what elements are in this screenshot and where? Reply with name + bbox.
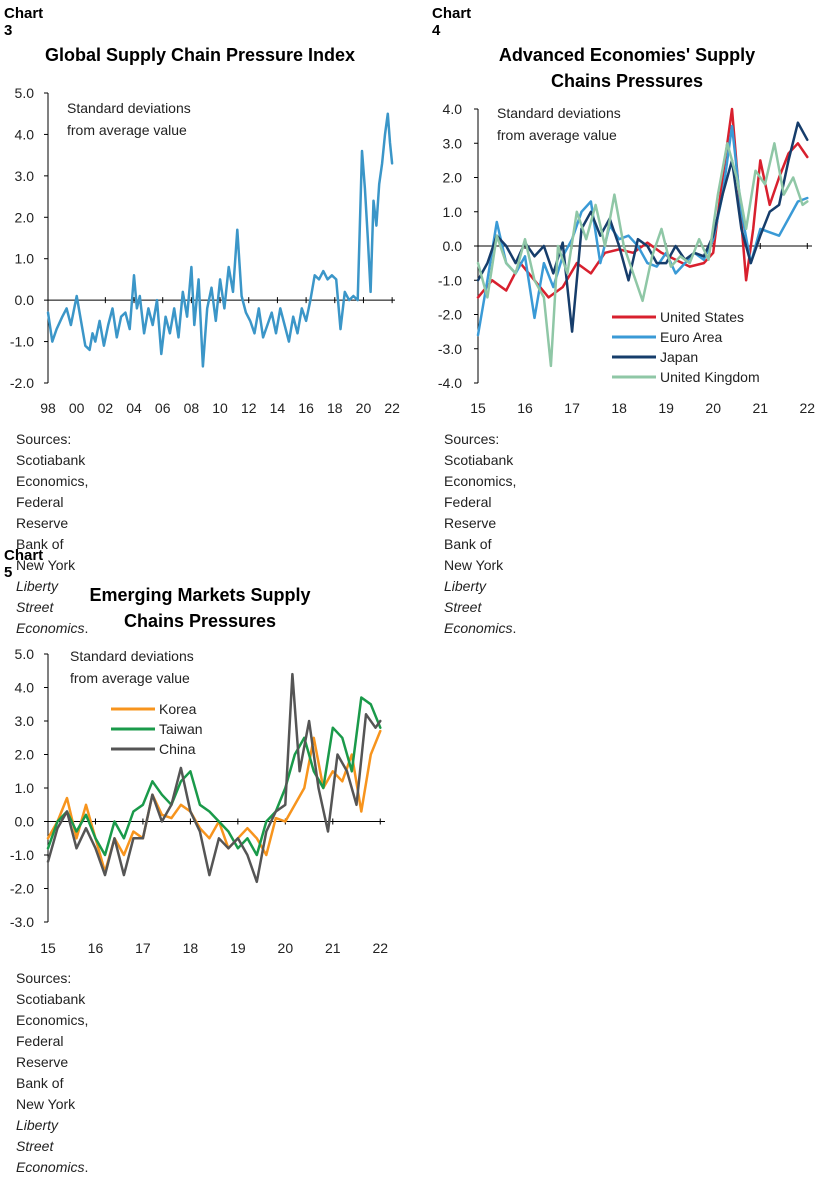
chart-5-title-line-1: Emerging Markets Supply xyxy=(89,585,311,605)
chart-4-ytick-label: -3.0 xyxy=(438,341,462,357)
chart-4-legend-label-united-kingdom: United Kingdom xyxy=(660,369,760,385)
chart-3-ytick-label: 3.0 xyxy=(15,168,35,184)
chart-4-ytick-label: 0.0 xyxy=(443,238,463,254)
chart-5-xtick-label: 21 xyxy=(325,940,341,956)
chart-3-xtick-label: 02 xyxy=(98,400,114,416)
chart-3-xtick-label: 12 xyxy=(241,400,257,416)
chart-5-xtick-label: 19 xyxy=(230,940,246,956)
chart-4-plot: 4.0 3.0 2.0 1.0 0.0 -1.0 -2.0 -3.0 -4.0 15 16 17 18 1… xyxy=(438,101,816,416)
chart-4-ytick-label: -1.0 xyxy=(438,272,462,288)
chart-5-series-taiwan-line xyxy=(46,696,382,857)
chart-3-annotation-line: Standard deviations xyxy=(67,100,191,116)
chart-4-xtick-label: 18 xyxy=(611,400,627,416)
chart-5-ytick-label: -3.0 xyxy=(10,914,34,930)
chart-5-ytick-label: 1.0 xyxy=(15,780,35,796)
chart-3-xtick-label: 22 xyxy=(384,400,400,416)
chart-3-xtick-label: 18 xyxy=(327,400,343,416)
chart-3-source: Sources: Scotiabank Economics, Federal R… xyxy=(16,429,88,639)
chart-3-ytick-label: 5.0 xyxy=(15,85,35,101)
chart-5-source: Sources: Scotiabank Economics, Federal R… xyxy=(16,968,88,1178)
chart-5-ytick-label: -1.0 xyxy=(10,847,34,863)
chart-5-annotation-line: from average value xyxy=(70,670,190,686)
chart-3-ytick-label: -2.0 xyxy=(10,375,34,391)
chart-4-legend-label-euro-area: Euro Area xyxy=(660,329,722,345)
chart-5-legend-label-korea: Korea xyxy=(159,701,197,717)
chart-4-label: Chart 4 xyxy=(432,5,472,39)
chart-4-ytick-label: 3.0 xyxy=(443,135,463,151)
chart-5-ytick-label: 2.0 xyxy=(15,747,35,763)
chart-5-title: Emerging Markets Supply Chains Pressures xyxy=(0,582,400,634)
chart-5-label: Chart 5 xyxy=(4,547,44,581)
chart-5-xtick-label: 20 xyxy=(278,940,294,956)
chart-5-series-china-line xyxy=(46,672,382,884)
chart-4-title-line-1: Advanced Economies' Supply xyxy=(498,45,756,65)
chart-5-xtick-label: 16 xyxy=(88,940,104,956)
chart-5-title-line-2: Chains Pressures xyxy=(123,611,277,631)
chart-3-ytick-label: 4.0 xyxy=(15,126,35,142)
chart-4-legend-label-japan: Japan xyxy=(660,349,698,365)
chart-5-xtick-label: 22 xyxy=(372,940,388,956)
chart-4-ytick-label: -4.0 xyxy=(438,375,462,391)
chart-4-xtick-label: 20 xyxy=(705,400,721,416)
chart-4-annotation-line: Standard deviations xyxy=(497,105,621,121)
chart-3-ytick-label: 2.0 xyxy=(15,209,35,225)
chart-5-plot: 5.0 4.0 3.0 2.0 1.0 0.0 -1.0 -2.0 -3.0 15 16 17 18 19… xyxy=(10,646,388,956)
chart-4-xtick-label: 17 xyxy=(564,400,580,416)
chart-4-xtick-label: 21 xyxy=(752,400,768,416)
chart-5-source-line-1: Sources: Scotiabank Economics, Federal R… xyxy=(16,970,89,1070)
chart-5-xtick-label: 17 xyxy=(135,940,151,956)
chart-3-xtick-label: 20 xyxy=(356,400,372,416)
chart-4-title: Advanced Economies' Supply Chains Pressu… xyxy=(427,42,827,94)
chart-4-ytick-label: -2.0 xyxy=(438,307,462,323)
chart-3-source-line-2: Bank of New York Liberty Street Economic… xyxy=(16,536,89,636)
chart-4-xtick-label: 19 xyxy=(658,400,674,416)
chart-5-ytick-label: 0.0 xyxy=(15,814,35,830)
chart-4-title-line-2: Chains Pressures xyxy=(550,71,704,91)
chart-3-xtick-label: 08 xyxy=(184,400,200,416)
chart-4-source-line-1: Sources: Scotiabank Economics, Federal R… xyxy=(444,431,517,531)
chart-3-xtick-label: 00 xyxy=(69,400,85,416)
chart-5-xtick-label: 15 xyxy=(40,940,56,956)
chart-4-xtick-label: 22 xyxy=(800,400,816,416)
chart-4-series-japan-line xyxy=(476,121,809,333)
chart-4-xtick-label: 16 xyxy=(517,400,533,416)
chart-3-title: Global Supply Chain Pressure Index xyxy=(44,45,356,65)
chart-4-source-line-2: Bank of New York Liberty Street Economic… xyxy=(444,536,517,636)
chart-5-ytick-label: 5.0 xyxy=(15,646,35,662)
chart-3-plot: 5.0 4.0 3.0 2.0 1.0 0.0 -1.0 -2.0 98 00 02 04 06 08 10… xyxy=(10,85,400,416)
chart-5-legend-label-taiwan: Taiwan xyxy=(159,721,203,737)
chart-3-xtick-label: 10 xyxy=(212,400,228,416)
chart-3-xtick-label: 16 xyxy=(298,400,314,416)
chart-4-xtick-label: 15 xyxy=(470,400,486,416)
chart-4-series-united-kingdom-line xyxy=(476,142,809,368)
chart-3-annotation-line: from average value xyxy=(67,122,187,138)
chart-3-xtick-label: 04 xyxy=(126,400,142,416)
chart-5-source-line-2: Bank of New York Liberty Street Economic… xyxy=(16,1075,89,1175)
chart-3-label: Chart 3 xyxy=(4,5,44,39)
chart-3-source-line-1: Sources: Scotiabank Economics, Federal R… xyxy=(16,431,89,531)
chart-3-ytick-label: -1.0 xyxy=(10,334,34,350)
chart-5-ytick-label: 4.0 xyxy=(15,680,35,696)
chart-4-ytick-label: 4.0 xyxy=(443,101,463,117)
chart-5-ytick-label: -2.0 xyxy=(10,881,34,897)
chart-3-series-index-line xyxy=(46,112,394,368)
chart-3-ytick-label: 1.0 xyxy=(15,251,35,267)
chart-4-legend-label-united-states: United States xyxy=(660,309,744,325)
chart-4-ytick-label: 1.0 xyxy=(443,204,463,220)
chart-5-xtick-label: 18 xyxy=(183,940,199,956)
chart-3-xtick-label: 98 xyxy=(40,400,56,416)
chart-5-legend-label-china: China xyxy=(159,741,196,757)
chart-4-annotation-line: from average value xyxy=(497,127,617,143)
chart-3-xtick-label: 06 xyxy=(155,400,171,416)
chart-5-annotation-line: Standard deviations xyxy=(70,648,194,664)
chart-5-ytick-label: 3.0 xyxy=(15,713,35,729)
chart-4-source: Sources: Scotiabank Economics, Federal R… xyxy=(444,429,516,639)
chart-4-ytick-label: 2.0 xyxy=(443,170,463,186)
chart-3-xtick-label: 14 xyxy=(270,400,286,416)
chart-3-ytick-label: 0.0 xyxy=(15,292,35,308)
